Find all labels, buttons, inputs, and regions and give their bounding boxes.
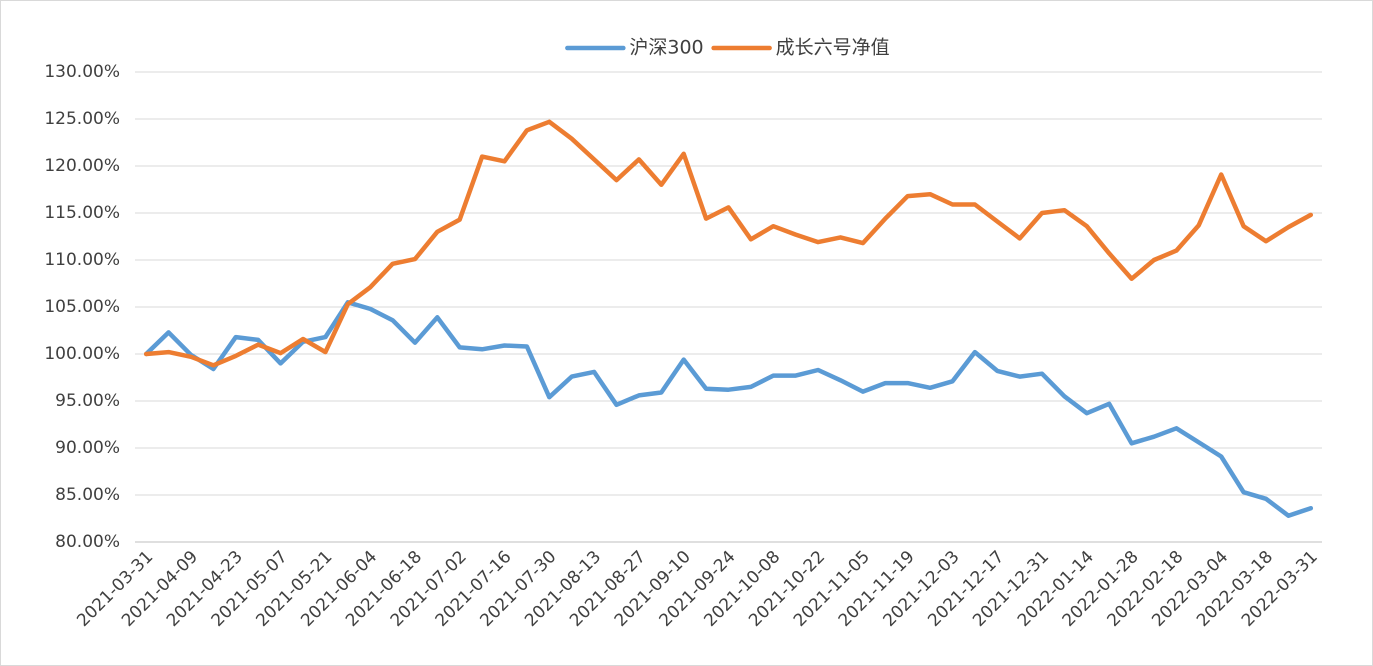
y-tick-label: 130.00% <box>44 62 120 82</box>
y-tick-label: 115.00% <box>44 203 120 223</box>
y-tick-label: 105.00% <box>44 297 120 317</box>
y-tick-label: 95.00% <box>55 391 120 411</box>
y-tick-label: 110.00% <box>44 250 120 270</box>
series-line <box>143 119 1314 368</box>
y-tick-label: 80.00% <box>55 532 120 552</box>
legend: 沪深300 成长六号净值 <box>565 37 890 59</box>
series-line <box>143 300 1314 518</box>
legend-label: 沪深300 <box>629 37 703 59</box>
y-tick-label: 90.00% <box>55 438 120 458</box>
legend-label: 成长六号净值 <box>776 37 890 59</box>
y-tick-label: 125.00% <box>44 109 120 129</box>
y-tick-label: 100.00% <box>44 344 120 364</box>
y-tick-label: 120.00% <box>44 156 120 176</box>
y-tick-label: 85.00% <box>55 485 120 505</box>
